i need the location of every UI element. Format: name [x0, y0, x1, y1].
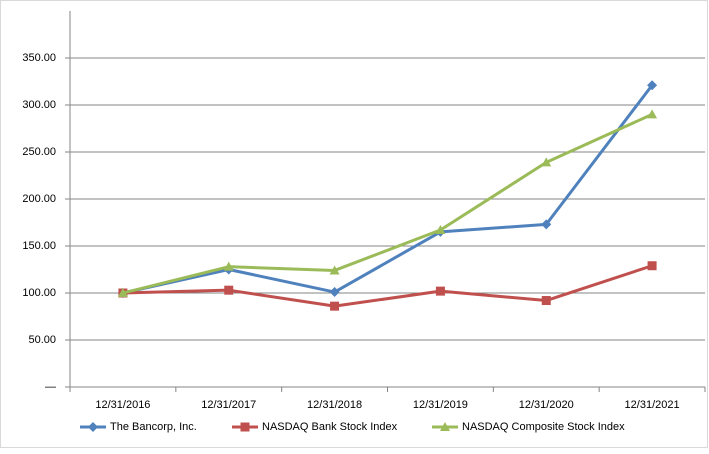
marker [541, 157, 552, 167]
marker [541, 296, 551, 306]
x-tick-label: 12/31/2018 [307, 399, 362, 411]
x-tick-label: 12/31/2020 [519, 399, 574, 411]
y-tick-label: 250.00 [22, 146, 56, 158]
x-tick-label: 12/31/2016 [95, 399, 150, 411]
series-line [122, 84, 654, 295]
marker [240, 422, 250, 432]
y-tick-label: 300.00 [22, 99, 56, 111]
marker [329, 265, 340, 275]
legend-label: NASDAQ Bank Stock Index [262, 421, 398, 433]
legend-label: NASDAQ Composite Stock Index [462, 421, 625, 433]
x-tick-label: 12/31/2019 [413, 399, 468, 411]
y-tick-label: 100.00 [22, 287, 56, 299]
y-tick-label: 50.00 [28, 334, 56, 346]
y-tick-label: — [45, 381, 56, 393]
series-line [122, 113, 653, 295]
marker [647, 109, 658, 119]
marker [647, 80, 658, 91]
marker [223, 261, 234, 271]
marker [435, 286, 445, 296]
y-tick-label: 350.00 [22, 52, 56, 64]
y-tick-label: 150.00 [22, 240, 56, 252]
y-tick-label: 200.00 [22, 193, 56, 205]
marker [435, 225, 446, 235]
marker [647, 261, 657, 271]
marker [329, 287, 340, 298]
marker [440, 422, 450, 431]
marker [224, 285, 234, 295]
series-line [122, 264, 653, 308]
marker [541, 219, 552, 230]
marker [117, 288, 128, 297]
x-tick-label: 12/31/2021 [625, 399, 680, 411]
marker [88, 422, 98, 432]
x-tick-label: 12/31/2017 [201, 399, 256, 411]
marker [330, 301, 340, 311]
legend-label: The Bancorp, Inc. [110, 421, 197, 433]
